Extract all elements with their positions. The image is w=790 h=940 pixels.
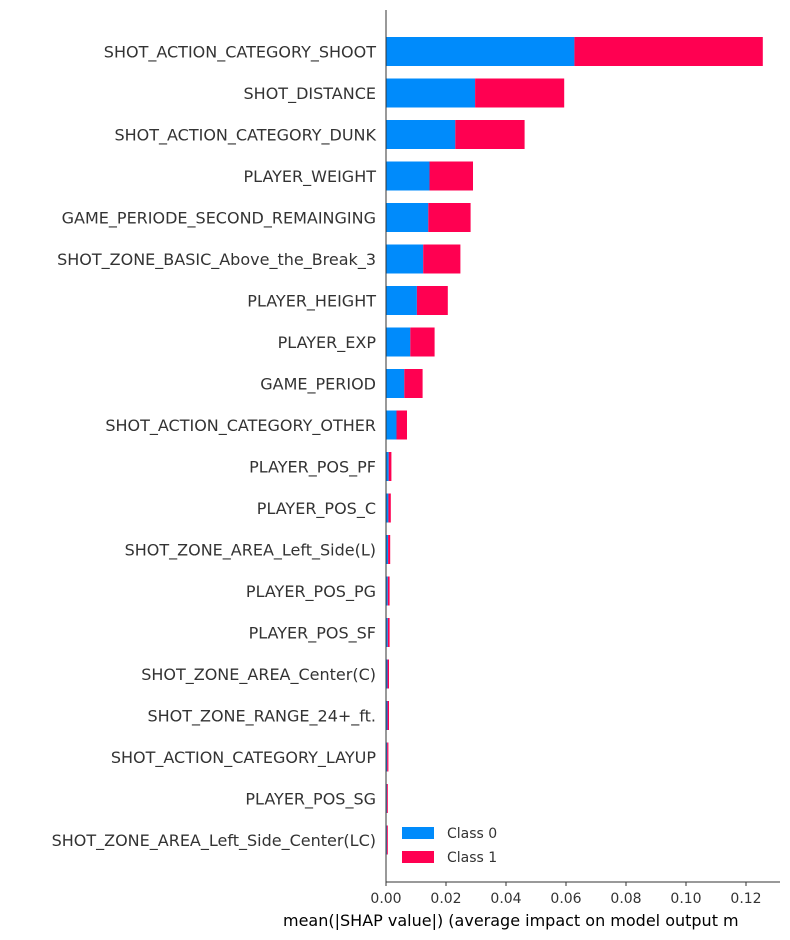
bar-class-1-12 [388, 535, 391, 564]
feature-label: GAME_PERIOD [260, 375, 376, 395]
feature-label: SHOT_ACTION_CATEGORY_LAYUP [111, 748, 377, 768]
bar-class-0-11 [386, 493, 389, 523]
bar-class-0-2 [386, 120, 456, 149]
bar-class-1-6 [416, 286, 448, 315]
feature-label: SHOT_DISTANCE [244, 84, 376, 104]
bar-class-0-0 [386, 37, 575, 66]
bar-class-1-2 [455, 120, 525, 149]
bar-class-1-1 [475, 78, 565, 108]
bar-class-0-15 [386, 659, 388, 689]
bar-class-0-16 [386, 701, 388, 730]
x-ticks: 0.00 0.02 0.04 0.06 0.08 0.10 0.12 [370, 882, 762, 907]
bar-class-0-10 [386, 452, 389, 481]
bar-class-1-15 [387, 659, 389, 689]
feature-label: PLAYER_EXP [278, 333, 377, 353]
feature-label: PLAYER_POS_SF [249, 624, 376, 644]
bar-class-1-3 [429, 161, 473, 191]
bar-class-0-17 [386, 742, 388, 772]
bar-class-1-10 [388, 452, 392, 481]
legend-swatch-class-0 [402, 827, 434, 839]
feature-label: SHOT_ZONE_BASIC_Above_the_Break_3 [57, 250, 376, 270]
bar-class-1-5 [423, 244, 461, 274]
bar-class-0-7 [386, 327, 411, 357]
feature-labels: SHOT_ACTION_CATEGORY_SHOOT SHOT_DISTANCE S… [52, 43, 377, 852]
bar-class-0-12 [386, 535, 389, 564]
feature-label: SHOT_ACTION_CATEGORY_OTHER [105, 416, 376, 436]
x-tick-label: 0.04 [490, 891, 521, 907]
bar-class-0-13 [386, 576, 388, 606]
legend-swatch-class-1 [402, 851, 434, 863]
bar-class-1-8 [404, 369, 423, 398]
feature-label: PLAYER_POS_PG [246, 582, 376, 602]
bar-class-0-6 [386, 286, 417, 315]
feature-label: SHOT_ZONE_AREA_Left_Side(L) [125, 541, 376, 561]
feature-label: SHOT_ACTION_CATEGORY_DUNK [114, 126, 376, 146]
feature-label: PLAYER_POS_SG [245, 790, 376, 810]
bar-class-0-5 [386, 244, 424, 274]
bar-class-1-7 [410, 327, 435, 357]
x-tick-label: 0.10 [670, 891, 701, 907]
legend[interactable]: Class 0 Class 1 [402, 826, 497, 866]
feature-label: SHOT_ZONE_RANGE_24+_ft. [147, 707, 376, 727]
bar-class-1-11 [388, 493, 391, 523]
bar-class-0-8 [386, 369, 405, 398]
bar-class-1-19 [386, 825, 388, 855]
feature-label: PLAYER_WEIGHT [244, 167, 377, 187]
legend-label-class-0: Class 0 [447, 826, 497, 842]
feature-label: PLAYER_POS_PF [249, 458, 376, 478]
bar-class-1-13 [387, 576, 390, 606]
bars-layer [386, 37, 763, 855]
bar-class-0-14 [386, 618, 388, 647]
legend-label-class-1: Class 1 [447, 850, 497, 866]
bar-class-1-9 [396, 410, 407, 440]
bar-class-0-4 [386, 203, 429, 232]
x-tick-label: 0.00 [370, 891, 401, 907]
x-tick-label: 0.02 [430, 891, 461, 907]
feature-label: PLAYER_HEIGHT [247, 292, 376, 312]
bar-class-1-18 [386, 784, 388, 813]
feature-label: PLAYER_POS_C [257, 499, 376, 519]
feature-label: SHOT_ACTION_CATEGORY_SHOOT [104, 43, 376, 63]
feature-label: SHOT_ZONE_AREA_Center(C) [141, 665, 376, 685]
bar-class-1-14 [387, 618, 390, 647]
x-tick-label: 0.12 [730, 891, 761, 907]
x-tick-label: 0.08 [610, 891, 641, 907]
bar-class-1-0 [574, 37, 763, 66]
feature-label: GAME_PERIODE_SECOND_REMAINGING [62, 209, 376, 229]
bar-class-1-16 [387, 701, 389, 730]
bar-class-0-3 [386, 161, 430, 191]
bar-class-0-9 [386, 410, 397, 440]
feature-label: SHOT_ZONE_AREA_Left_Side_Center(LC) [52, 831, 376, 851]
bar-class-0-1 [386, 78, 476, 108]
bar-class-1-4 [428, 203, 471, 232]
x-tick-label: 0.06 [550, 891, 581, 907]
bar-class-1-17 [387, 742, 389, 772]
x-axis-title: mean(|SHAP value|) (average impact on mo… [283, 911, 739, 930]
